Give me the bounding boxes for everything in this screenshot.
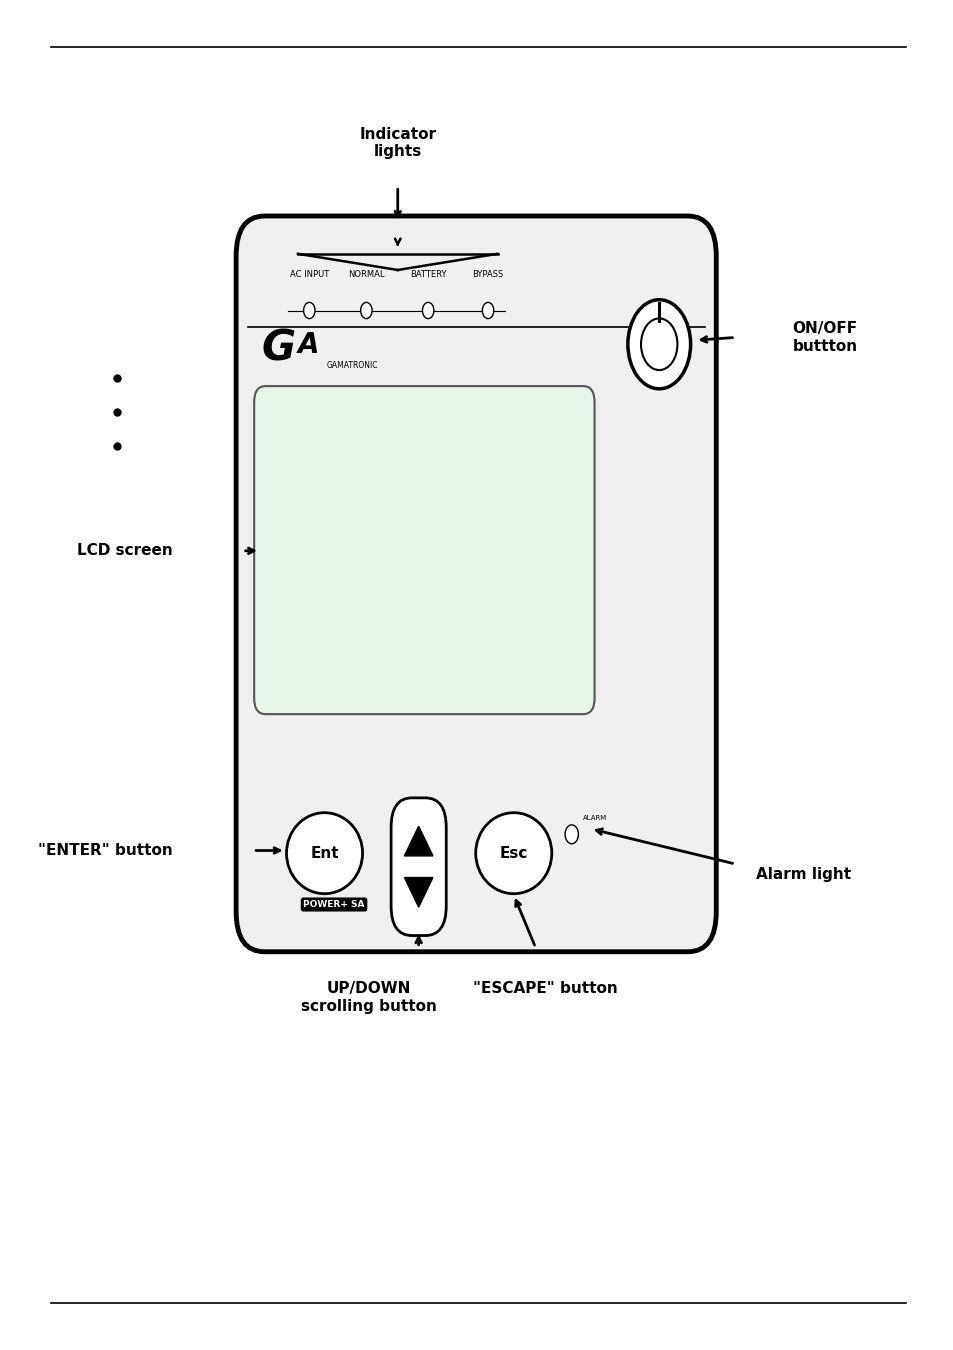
Ellipse shape (286, 813, 362, 894)
FancyBboxPatch shape (235, 216, 716, 952)
Circle shape (564, 825, 578, 844)
Text: ON/OFF
buttton: ON/OFF buttton (792, 321, 857, 354)
Circle shape (360, 302, 372, 319)
Polygon shape (404, 878, 433, 907)
Text: "ESCAPE" button: "ESCAPE" button (473, 981, 617, 996)
Text: LCD screen: LCD screen (76, 543, 172, 559)
Text: AC INPUT: AC INPUT (290, 270, 329, 279)
Text: Ent: Ent (310, 845, 338, 861)
Text: NORMAL: NORMAL (348, 270, 384, 279)
Text: "ENTER" button: "ENTER" button (37, 842, 172, 859)
Circle shape (422, 302, 434, 319)
Circle shape (303, 302, 314, 319)
Text: A: A (297, 331, 319, 359)
Circle shape (482, 302, 494, 319)
Circle shape (627, 300, 690, 389)
Text: ALARM: ALARM (582, 815, 607, 821)
Text: BATTERY: BATTERY (410, 270, 446, 279)
Text: G: G (261, 328, 295, 370)
FancyBboxPatch shape (391, 798, 446, 936)
Polygon shape (404, 826, 433, 856)
Circle shape (640, 319, 677, 370)
Text: BYPASS: BYPASS (472, 270, 503, 279)
Text: UP/DOWN
scrolling button: UP/DOWN scrolling button (301, 981, 436, 1014)
Text: Alarm light: Alarm light (756, 867, 850, 883)
Ellipse shape (476, 813, 551, 894)
Text: Esc: Esc (499, 845, 527, 861)
FancyBboxPatch shape (253, 386, 594, 714)
Text: GAMATRONIC: GAMATRONIC (326, 360, 377, 370)
Text: Indicator
lights: Indicator lights (359, 127, 436, 159)
Text: POWER+ SA: POWER+ SA (303, 900, 364, 909)
